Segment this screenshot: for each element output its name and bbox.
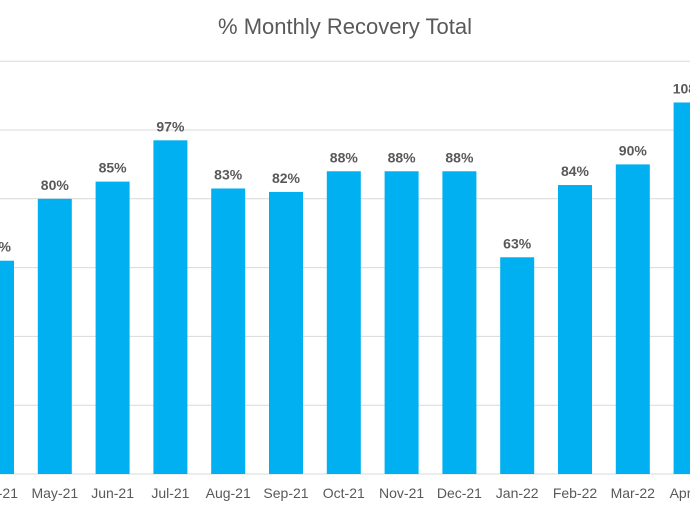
bar-apr-21 (0, 260, 14, 474)
data-label: 88% (445, 149, 474, 165)
category-label: Nov-21 (379, 485, 424, 501)
data-label: 62% (0, 239, 12, 255)
data-label: 82% (272, 170, 301, 186)
bar-jun-21 (95, 181, 130, 474)
category-label: Oct-21 (323, 485, 365, 501)
bar-oct-21 (326, 171, 361, 474)
data-label: 90% (619, 142, 648, 158)
chart-title: % Monthly Recovery Total (218, 14, 472, 39)
bar-may-21 (37, 198, 72, 475)
data-label: 88% (330, 149, 359, 165)
category-label: Dec-21 (437, 485, 482, 501)
category-label: Aug-21 (206, 485, 251, 501)
data-label: 88% (388, 149, 417, 165)
category-label: Feb-22 (553, 485, 598, 501)
data-label: 80% (41, 177, 70, 193)
category-label: Sep-21 (263, 485, 308, 501)
bar-aug-21 (211, 188, 246, 475)
data-label: 83% (214, 166, 243, 182)
bar-mar-22 (615, 164, 650, 474)
category-label: Jul-21 (151, 485, 189, 501)
category-label: Jun-21 (91, 485, 134, 501)
category-label: Apr-22 (670, 485, 690, 501)
data-label: 63% (503, 235, 532, 251)
data-label: 97% (156, 118, 185, 134)
category-label: Mar-22 (611, 485, 656, 501)
bar-nov-21 (384, 171, 419, 474)
bar-jan-22 (500, 257, 535, 474)
data-label: 108% (673, 80, 690, 96)
data-label: 84% (561, 163, 590, 179)
bar-dec-21 (442, 171, 477, 474)
data-label: 85% (99, 160, 128, 176)
category-label: Jan-22 (496, 485, 539, 501)
bar-feb-22 (558, 185, 592, 475)
category-label: May-21 (31, 485, 78, 501)
bar-apr-22 (673, 102, 690, 474)
bar-jul-21 (153, 140, 188, 474)
bar-sep-21 (269, 191, 303, 475)
category-label: Apr-21 (0, 485, 18, 501)
